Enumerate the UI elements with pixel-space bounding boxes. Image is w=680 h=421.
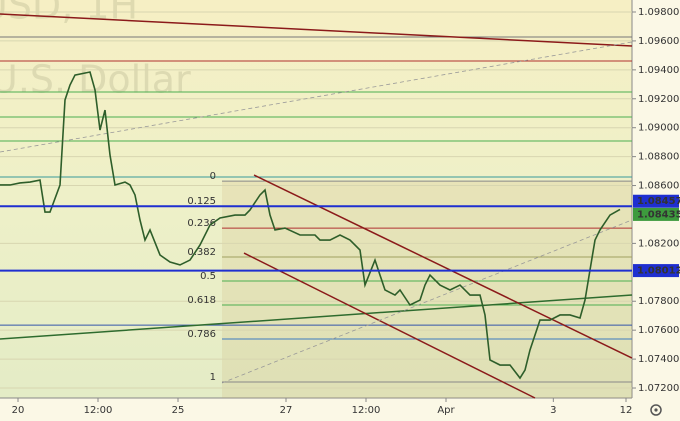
watermark: USD, 1H xyxy=(0,0,138,28)
fib-label: 0.618 xyxy=(187,295,216,306)
fib-label: 0.382 xyxy=(187,247,216,258)
x-tick-label: 12:00 xyxy=(84,405,113,416)
fib-label: 0 xyxy=(210,171,216,182)
fib-label: 0.786 xyxy=(187,329,216,340)
x-tick-label: 25 xyxy=(172,405,185,416)
y-tick-label: 1.09200 xyxy=(638,94,679,105)
trend-line xyxy=(243,252,536,399)
y-tick-label: 1.07600 xyxy=(638,325,679,336)
y-tick-label: 1.09000 xyxy=(638,123,679,134)
price-label: 1.08012 xyxy=(637,266,680,277)
x-tick-label: Apr xyxy=(437,405,455,416)
price-label-box xyxy=(633,207,679,221)
trend-line xyxy=(0,41,633,153)
y-tick-label: 1.09800 xyxy=(638,7,679,18)
fib-label: 0.5 xyxy=(200,271,216,282)
y-tick-label: 1.07200 xyxy=(638,383,679,394)
price-line xyxy=(0,71,621,380)
y-tick-label: 1.09600 xyxy=(638,36,679,47)
settings-icon[interactable] xyxy=(650,404,662,416)
price-label: 1.08457 xyxy=(637,196,680,207)
fib-label: 0.236 xyxy=(187,218,216,229)
x-tick-label: 12 xyxy=(620,405,633,416)
y-tick-label: 1.08800 xyxy=(638,152,679,163)
trend-line xyxy=(221,219,633,384)
trend-line xyxy=(0,13,633,47)
y-tick-label: 1.09400 xyxy=(638,65,679,76)
x-tick-label: 3 xyxy=(550,405,556,416)
price-label: 1.08435 xyxy=(637,209,680,220)
time-axis xyxy=(0,398,632,421)
price-label-box xyxy=(633,264,679,278)
y-tick-label: 1.07800 xyxy=(638,296,679,307)
x-tick-label: 27 xyxy=(280,405,293,416)
plot: 0 0.125 0.236 0.382 0.5 0.618 0.786 1 xyxy=(0,11,633,399)
fib-zone xyxy=(222,181,632,398)
y-tick-label: 1.08200 xyxy=(638,238,679,249)
y-tick-label: 1.07400 xyxy=(638,354,679,365)
price-label-box xyxy=(633,194,679,208)
trend-line xyxy=(0,294,633,340)
x-tick-label: 12:00 xyxy=(352,405,381,416)
fib-label: 1 xyxy=(210,372,216,383)
fib-label: 0.125 xyxy=(187,196,216,207)
x-tick-label: 20 xyxy=(12,405,25,416)
y-tick-label: 1.08600 xyxy=(638,181,679,192)
